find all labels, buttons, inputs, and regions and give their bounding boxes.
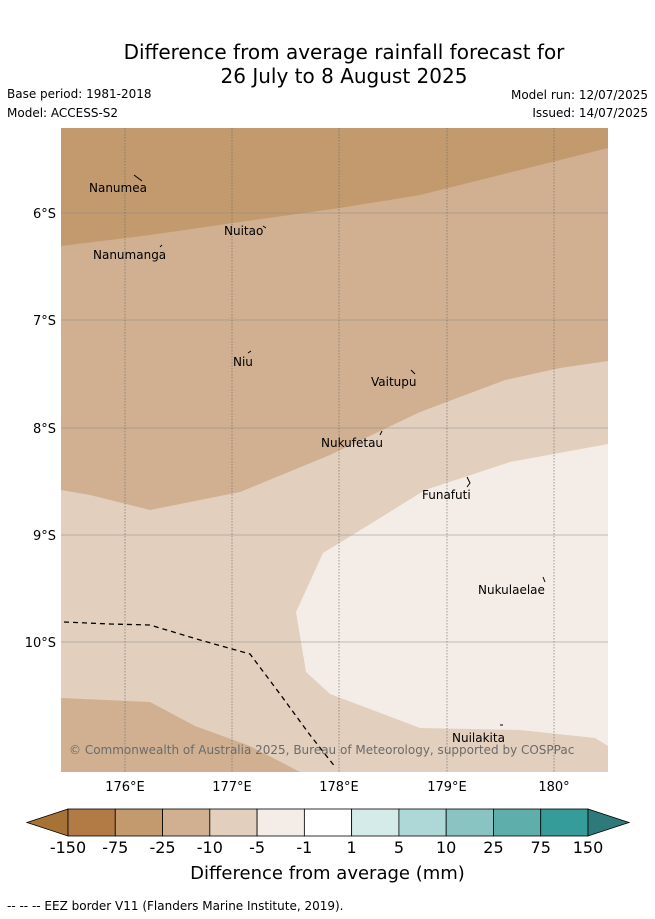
colorbar-title: Difference from average (mm) [190,863,465,884]
lat-label-7s: 7°S [33,314,56,329]
lat-labels: 6°S 7°S 8°S 9°S 10°S [25,207,56,651]
nanumea-atoll [133,174,143,182]
base-period: Base period: 1981-2018 [7,87,152,101]
colorbar-tick-label: 25 [483,838,503,857]
lon-label-176e: 176°E [105,780,145,795]
nukulaelae-atoll [542,576,546,583]
nuitao-atoll [262,225,267,229]
island-label-nukulaelae: Nukulaelae [478,583,545,597]
colorbar-segment [209,808,258,837]
lon-gridlines [124,128,555,772]
colorbar-tick-label: -150 [50,838,86,857]
colorbar-extend-low [25,808,69,837]
colorbar-tick-label: 150 [573,838,604,857]
funafuti-atoll [466,476,471,488]
island-label-nuitao: Nuitao [224,224,263,238]
colorbar-segment [351,808,400,837]
island-label-nanumea: Nanumea [89,181,147,195]
island-shapes [133,174,546,726]
band-dark-tan [61,128,608,246]
colorbar-segment [114,808,163,837]
colorbar-tick-label: -75 [102,838,128,857]
band-near-average [296,444,608,746]
lat-gridlines [61,212,608,643]
model-name: Model: ACCESS-S2 [7,106,119,120]
eez-border [63,621,337,769]
island-label-niu: Niu [233,355,253,369]
colorbar-tick-label: -1 [296,838,312,857]
colorbar-segment [398,808,447,837]
colorbar-extend-high [587,808,631,837]
island-labels: Nanumea Nuitao Nanumanga Niu Vaitupu Nuk… [89,181,545,745]
colorbar-segment [67,808,116,837]
colorbar-tick-label: 10 [436,838,456,857]
colorbar-segment [540,808,589,837]
lon-labels: 176°E 177°E 178°E 179°E 180° [105,780,569,795]
colorbar-tick-label: -10 [197,838,223,857]
title-line-1: Difference from average rainfall forecas… [123,40,565,64]
vaitupu-atoll [410,369,416,375]
lon-label-178e: 178°E [319,780,359,795]
colorbar-tick-label: 1 [347,838,357,857]
colorbar-tick-label: 75 [531,838,551,857]
lon-label-177e: 177°E [212,780,252,795]
lat-label-9s: 9°S [33,529,56,544]
title-line-2: 26 July to 8 August 2025 [220,64,468,88]
colorbar-segment [162,808,211,837]
nukufetau-atoll [379,430,383,436]
eez-footnote: -- -- -- EEZ border V11 (Flanders Marine… [7,899,344,913]
band-southwest-tan [61,698,300,772]
lat-label-10s: 10°S [25,636,56,651]
lat-label-6s: 6°S [33,207,56,222]
lat-label-8s: 8°S [33,422,56,437]
island-label-nukufetau: Nukufetau [321,436,383,450]
lon-label-180: 180° [538,780,569,795]
lon-label-179e: 179°E [427,780,467,795]
colorbar-segment [256,808,305,837]
copyright-notice: © Commonwealth of Australia 2025, Bureau… [69,743,574,757]
colorbar-segment [303,808,353,837]
colorbar-tick-label: -25 [149,838,175,857]
island-label-nanumanga: Nanumanga [93,248,166,262]
island-label-vaitupu: Vaitupu [371,375,417,389]
map-area: Nanumea Nuitao Nanumanga Niu Vaitupu Nuk… [61,128,608,772]
model-run: Model run: 12/07/2025 [510,88,648,102]
issued-date: Issued: 14/07/2025 [532,106,648,120]
island-label-funafuti: Funafuti [422,488,471,502]
island-label-nuilakita: Nuilakita [452,731,505,745]
chart-title: Difference from average rainfall forecas… [0,40,655,88]
colorbar: -150 -75 -25 -10 -5 -1 1 5 10 25 75 150 [25,808,631,857]
colorbar-segment [493,808,542,837]
nanumanga-atoll [159,244,163,248]
niu-atoll [247,350,252,354]
colorbar-tick-label: 5 [394,838,404,857]
colorbar-tick-label: -5 [249,838,265,857]
colorbar-segment [445,808,494,837]
